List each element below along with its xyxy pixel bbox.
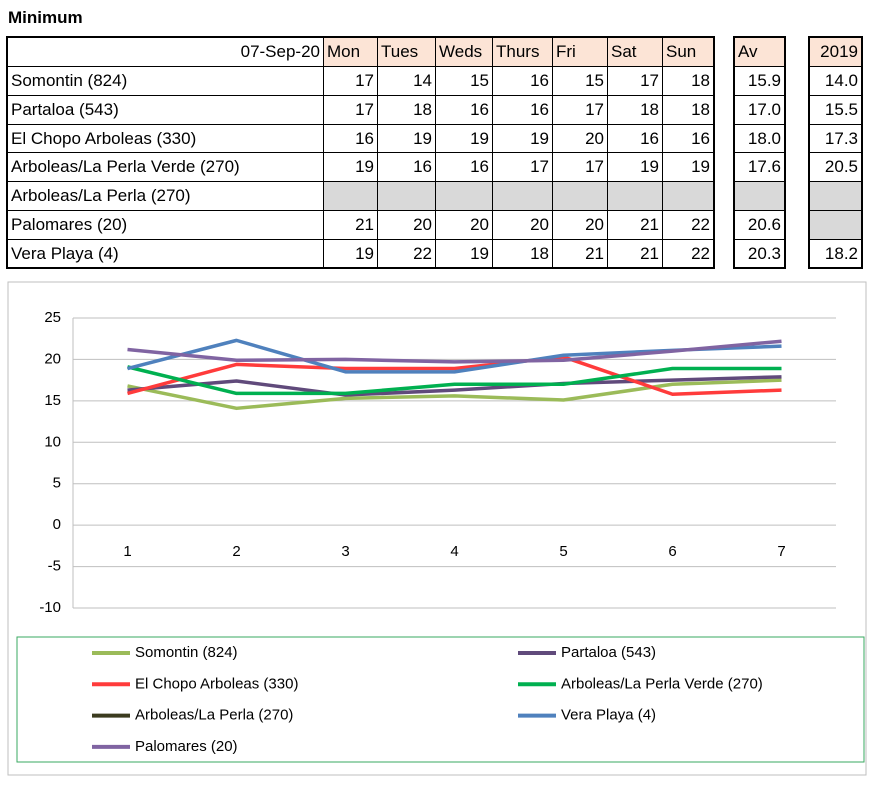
legend-label: Partaloa (543) xyxy=(561,644,656,661)
series-line xyxy=(127,378,782,411)
y-tick-label: 15 xyxy=(44,392,61,409)
value-cell xyxy=(607,181,663,211)
header-cell: Tues xyxy=(377,36,436,67)
header-cell: Sun xyxy=(662,36,715,67)
chart-frame xyxy=(7,281,867,776)
value-cell xyxy=(733,181,786,211)
x-tick-label: 6 xyxy=(668,543,676,560)
header-cell: Sat xyxy=(607,36,663,67)
legend-frame xyxy=(16,636,865,763)
x-tick-label: 3 xyxy=(341,543,349,560)
y-tick-label: 25 xyxy=(44,309,61,326)
legend-label: Vera Playa (4) xyxy=(561,707,656,724)
value-cell xyxy=(808,210,863,240)
y-tick-label: -5 xyxy=(48,558,61,575)
legend-label: Somontin (824) xyxy=(135,644,238,661)
y-tick-label: 10 xyxy=(44,433,61,450)
value-cell xyxy=(492,181,553,211)
value-cell: 20.3 xyxy=(733,239,786,269)
y-tick-label: 5 xyxy=(53,475,61,492)
series-line xyxy=(127,355,782,396)
value-cell: 18.2 xyxy=(808,239,863,269)
value-cell xyxy=(808,181,863,211)
x-tick-label: 2 xyxy=(232,543,240,560)
value-cell xyxy=(435,181,493,211)
table-title: Minimum xyxy=(8,8,83,27)
legend-label: Palomares (20) xyxy=(135,738,238,755)
x-tick-label: 5 xyxy=(559,543,567,560)
x-tick-label: 4 xyxy=(450,543,458,560)
y-tick-label: 20 xyxy=(44,350,61,367)
series-line xyxy=(127,339,782,364)
series-line xyxy=(127,375,782,397)
y-tick-label: 0 xyxy=(53,516,61,533)
x-tick-label: 7 xyxy=(777,543,785,560)
value-cell xyxy=(662,181,715,211)
series-line xyxy=(127,365,782,396)
y-tick-label: -10 xyxy=(39,599,61,616)
value-cell: 22 xyxy=(662,239,715,269)
legend-label: Arboleas/La Perla (270) xyxy=(135,707,293,724)
legend-label: El Chopo Arboleas (330) xyxy=(135,675,298,692)
header-cell: 2019 xyxy=(808,36,863,67)
legend-label: Arboleas/La Perla Verde (270) xyxy=(561,675,763,692)
x-tick-label: 1 xyxy=(123,543,131,560)
